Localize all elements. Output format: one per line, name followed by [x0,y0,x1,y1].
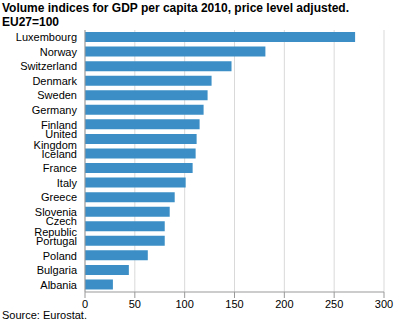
svg-text:Norway: Norway [40,46,78,58]
svg-text:Italy: Italy [57,177,78,189]
svg-text:Germany: Germany [32,104,78,116]
svg-text:200: 200 [275,298,293,310]
svg-text:150: 150 [225,298,243,310]
svg-text:Greece: Greece [41,191,77,203]
svg-text:250: 250 [325,298,343,310]
svg-text:300: 300 [375,298,388,310]
svg-text:France: France [43,162,77,174]
svg-text:Bulgaria: Bulgaria [37,264,78,276]
svg-text:Portugal: Portugal [36,235,77,247]
svg-text:Denmark: Denmark [32,75,77,87]
svg-text:Sweden: Sweden [37,89,77,101]
svg-text:Luxembourg: Luxembourg [16,31,77,43]
svg-text:50: 50 [129,298,141,310]
svg-text:Iceland: Iceland [42,148,77,160]
svg-text:100: 100 [175,298,193,310]
svg-text:Albania: Albania [40,279,78,291]
svg-text:0: 0 [82,298,88,310]
svg-text:Poland: Poland [43,250,77,262]
svg-text:Switzerland: Switzerland [20,60,77,72]
